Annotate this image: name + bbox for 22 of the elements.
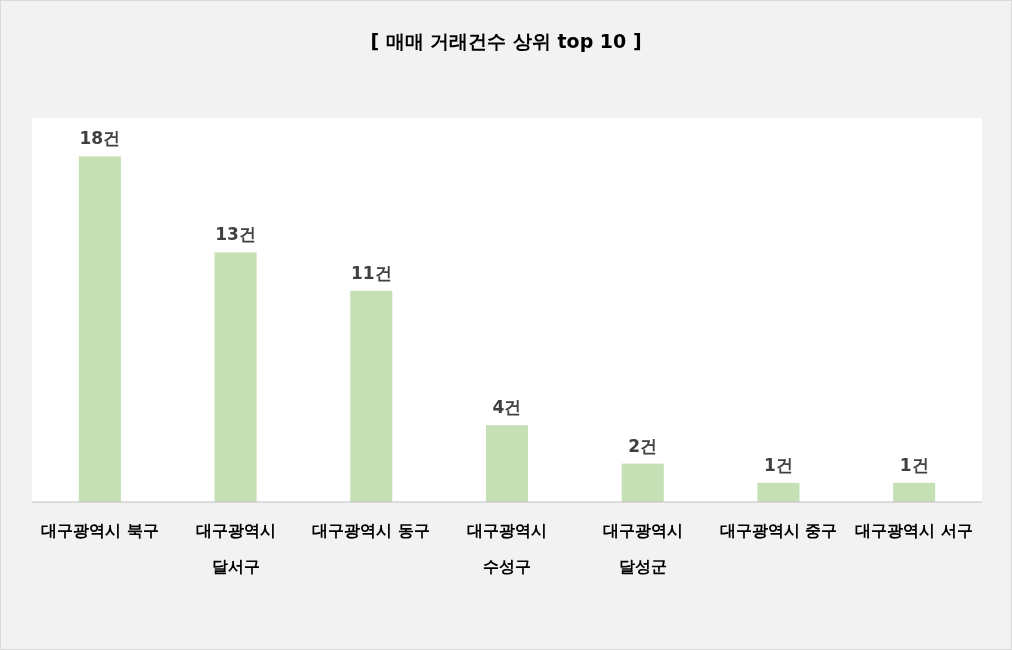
data-label: 1건 [764, 454, 793, 475]
bar [893, 482, 936, 502]
data-label: 4건 [492, 397, 522, 418]
x-tick-label: 대구광역시 북구 [41, 521, 159, 540]
x-tick-label: 대구광역시 수성구 [467, 521, 547, 576]
x-tick-label: 대구광역시 달성군 [602, 521, 683, 576]
bar [350, 290, 393, 502]
bar [485, 425, 529, 502]
bar [621, 463, 664, 502]
bar [78, 156, 121, 502]
data-label: 11건 [350, 262, 392, 283]
data-label: 13건 [215, 224, 256, 245]
x-tick-label: 대구광역시 동구 [312, 521, 431, 540]
data-label: 18건 [79, 128, 121, 149]
x-tick-label: 대구광역시 서구 [855, 521, 973, 540]
x-tick-label: 대구광역시 중구 [719, 521, 838, 540]
chart-title: [ 매매 거래건수 상위 top 10 ] [370, 30, 642, 52]
bar [757, 482, 800, 502]
data-label: 1건 [899, 454, 929, 475]
x-tick-label: 대구광역시 달서구 [195, 521, 276, 576]
data-label: 2건 [628, 435, 658, 456]
bar [214, 252, 257, 502]
